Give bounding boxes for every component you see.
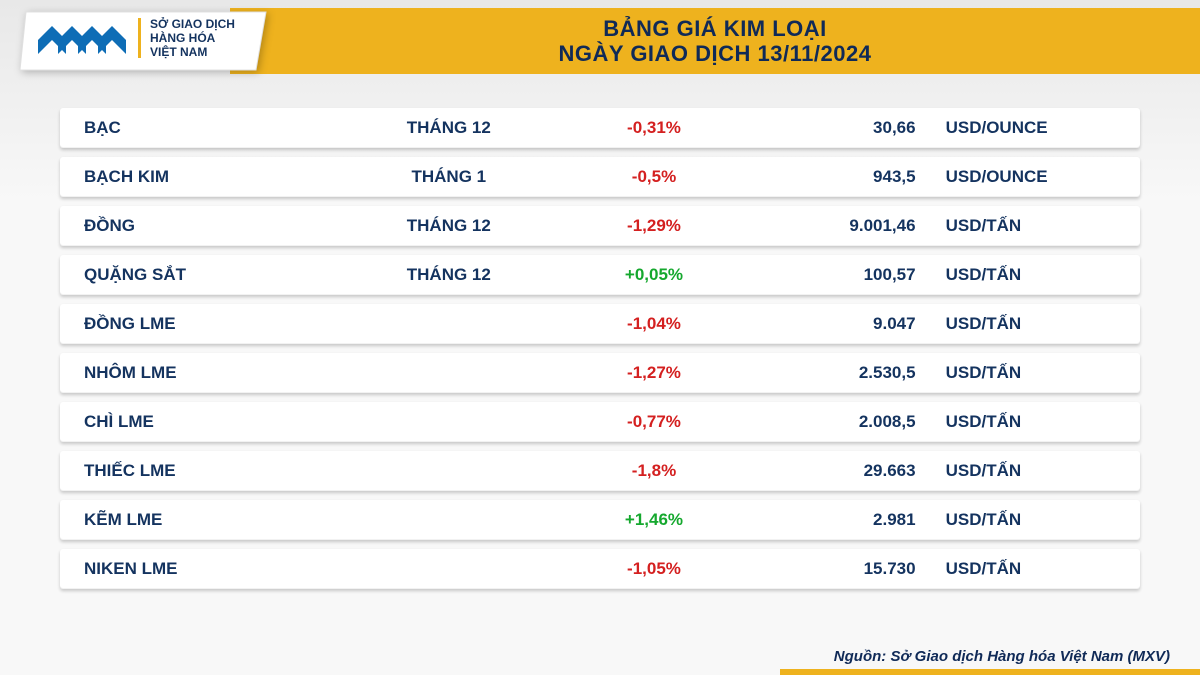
org-line1: SỞ GIAO DỊCH: [150, 16, 235, 31]
chevrons-icon: SỞ GIAO DỊCH HÀNG HÓA VIỆT NAM: [20, 4, 270, 84]
cell-price: 29.663: [751, 461, 945, 481]
org-logo: SỞ GIAO DỊCH HÀNG HÓA VIỆT NAM: [20, 4, 270, 84]
cell-unit: USD/OUNCE: [946, 118, 1140, 138]
cell-price: 2.981: [751, 510, 945, 530]
cell-change: -1,29%: [557, 216, 751, 236]
table-row: CHÌ LME -0,77%2.008,5USD/TẤN: [60, 402, 1140, 442]
cell-name: KẼM LME: [60, 510, 341, 530]
cell-month: THÁNG 12: [341, 265, 557, 285]
cell-unit: USD/OUNCE: [946, 167, 1140, 187]
title-line-1: BẢNG GIÁ KIM LOẠI: [603, 16, 827, 41]
title-line-2: NGÀY GIAO DỊCH 13/11/2024: [559, 41, 872, 66]
cell-price: 2.008,5: [751, 412, 945, 432]
cell-change: -1,27%: [557, 363, 751, 383]
cell-price: 30,66: [751, 118, 945, 138]
table-row: ĐỒNG LME -1,04%9.047USD/TẤN: [60, 304, 1140, 344]
cell-change: -0,5%: [557, 167, 751, 187]
cell-unit: USD/TẤN: [946, 363, 1140, 383]
cell-unit: USD/TẤN: [946, 412, 1140, 432]
cell-name: BẠC: [60, 118, 341, 138]
cell-price: 15.730: [751, 559, 945, 579]
cell-unit: USD/TẤN: [946, 559, 1140, 579]
table-row: ĐỒNGTHÁNG 12-1,29%9.001,46USD/TẤN: [60, 206, 1140, 246]
table-row: KẼM LME +1,46%2.981USD/TẤN: [60, 500, 1140, 540]
cell-price: 100,57: [751, 265, 945, 285]
table-row: BẠCH KIMTHÁNG 1-0,5%943,5USD/OUNCE: [60, 157, 1140, 197]
cell-name: NIKEN LME: [60, 559, 341, 579]
accent-stripe: [780, 669, 1200, 675]
table-row: NIKEN LME -1,05%15.730USD/TẤN: [60, 549, 1140, 589]
cell-unit: USD/TẤN: [946, 216, 1140, 236]
cell-change: +1,46%: [557, 510, 751, 530]
org-line3: VIỆT NAM: [150, 44, 207, 59]
cell-unit: USD/TẤN: [946, 314, 1140, 334]
cell-month: THÁNG 12: [341, 216, 557, 236]
cell-month: THÁNG 1: [341, 167, 557, 187]
cell-change: -0,77%: [557, 412, 751, 432]
cell-name: ĐỒNG LME: [60, 314, 341, 334]
table-row: NHÔM LME -1,27%2.530,5USD/TẤN: [60, 353, 1140, 393]
cell-unit: USD/TẤN: [946, 510, 1140, 530]
title-banner: BẢNG GIÁ KIM LOẠI NGÀY GIAO DỊCH 13/11/2…: [230, 8, 1200, 74]
cell-name: CHÌ LME: [60, 412, 341, 432]
cell-change: +0,05%: [557, 265, 751, 285]
org-line2: HÀNG HÓA: [150, 30, 216, 45]
cell-name: NHÔM LME: [60, 363, 341, 383]
cell-name: QUẶNG SẮT: [60, 265, 341, 285]
cell-change: -1,04%: [557, 314, 751, 334]
cell-price: 9.047: [751, 314, 945, 334]
cell-unit: USD/TẤN: [946, 461, 1140, 481]
cell-unit: USD/TẤN: [946, 265, 1140, 285]
cell-name: THIẾC LME: [60, 461, 341, 481]
table-row: QUẶNG SẮTTHÁNG 12+0,05%100,57USD/TẤN: [60, 255, 1140, 295]
table-row: THIẾC LME -1,8%29.663USD/TẤN: [60, 451, 1140, 491]
cell-name: ĐỒNG: [60, 216, 341, 236]
cell-name: BẠCH KIM: [60, 167, 341, 187]
cell-change: -1,05%: [557, 559, 751, 579]
source-footer: Nguồn: Sở Giao dịch Hàng hóa Việt Nam (M…: [834, 648, 1170, 665]
cell-price: 2.530,5: [751, 363, 945, 383]
cell-change: -1,8%: [557, 461, 751, 481]
cell-price: 943,5: [751, 167, 945, 187]
cell-month: THÁNG 12: [341, 118, 557, 138]
price-table: BẠCTHÁNG 12-0,31%30,66USD/OUNCEBẠCH KIMT…: [60, 108, 1140, 598]
header: BẢNG GIÁ KIM LOẠI NGÀY GIAO DỊCH 13/11/2…: [0, 0, 1200, 88]
table-row: BẠCTHÁNG 12-0,31%30,66USD/OUNCE: [60, 108, 1140, 148]
price-table-page: BẢNG GIÁ KIM LOẠI NGÀY GIAO DỊCH 13/11/2…: [0, 0, 1200, 675]
cell-change: -0,31%: [557, 118, 751, 138]
cell-price: 9.001,46: [751, 216, 945, 236]
